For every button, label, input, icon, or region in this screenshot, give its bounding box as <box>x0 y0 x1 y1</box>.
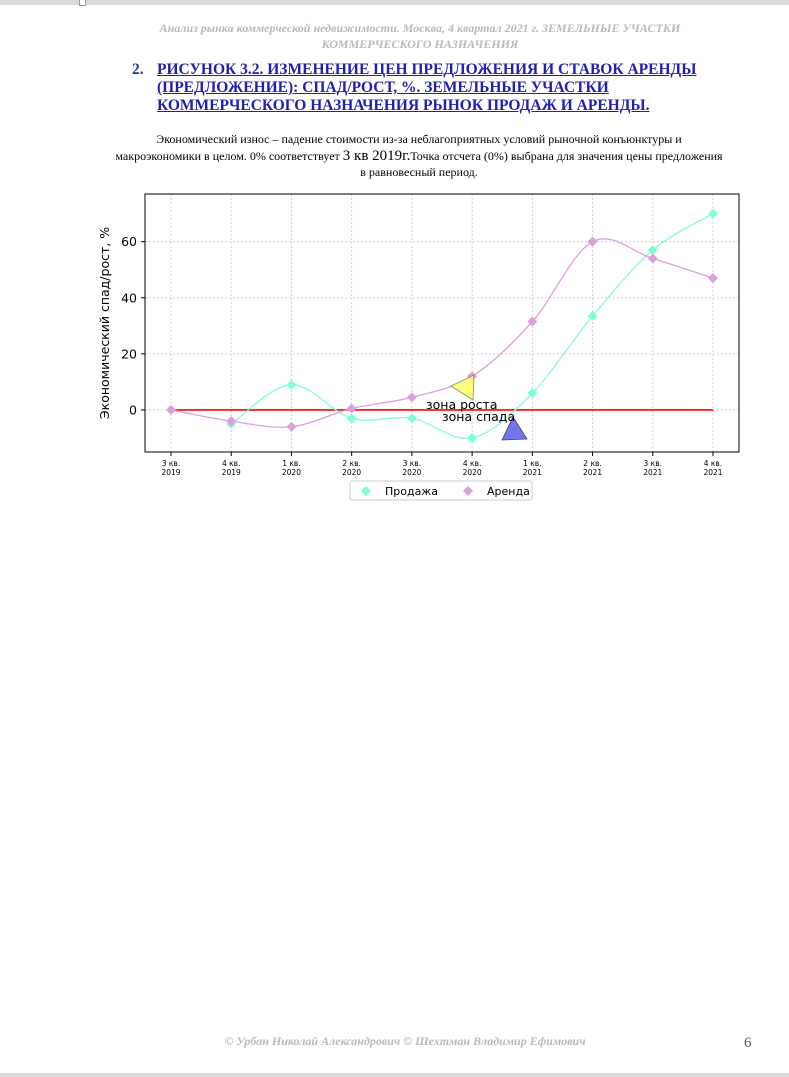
y-axis-label: Экономический спад/рост, % <box>97 227 112 419</box>
x-tick-label-year: 2021 <box>703 468 722 477</box>
ruler-marker <box>79 0 86 6</box>
running-header: Анализ рынка коммерческой недвижимости. … <box>110 20 730 52</box>
data-point-series-1 <box>647 245 658 256</box>
y-tick-label: 20 <box>121 346 137 361</box>
x-tick-label-quarter: 3 кв. <box>403 459 422 468</box>
data-point-series-1 <box>587 310 598 321</box>
data-point-series-1 <box>346 413 357 424</box>
x-tick-label-quarter: 2 кв. <box>342 459 361 468</box>
x-tick-label-year: 2020 <box>402 468 421 477</box>
data-point-series-2 <box>587 236 598 247</box>
data-point-series-1 <box>406 413 417 424</box>
x-tick-label-year: 2021 <box>583 468 602 477</box>
figure-heading-number: 2. <box>132 61 144 78</box>
x-tick-label-year: 2020 <box>282 468 301 477</box>
legend-label-2: Аренда <box>487 485 530 498</box>
description-part-1: Экономический износ – падение стоимости … <box>115 132 682 163</box>
running-header-line-1: Анализ рынка коммерческой недвижимости. … <box>159 21 681 35</box>
legend-marker-1 <box>361 486 371 496</box>
x-tick-label-quarter: 1 кв. <box>523 459 542 468</box>
description-reference-quarter: 3 кв 2019г. <box>342 147 411 164</box>
x-tick-label-year: 2021 <box>643 468 662 477</box>
figure-description: Экономический износ – падение стоимости … <box>113 131 725 181</box>
y-tick-label: 60 <box>121 234 137 249</box>
x-tick-label-quarter: 1 кв. <box>282 459 301 468</box>
data-point-series-1 <box>527 388 538 399</box>
decline-zone-label: зона спада <box>442 409 515 424</box>
data-point-series-2 <box>226 416 237 427</box>
figure-heading-link[interactable]: РИСУНОК 3.2. ИЗМЕНЕНИЕ ЦЕН ПРЕДЛОЖЕНИЯ И… <box>157 61 697 114</box>
x-tick-label-year: 2020 <box>463 468 482 477</box>
x-tick-label-quarter: 2 кв. <box>583 459 602 468</box>
x-tick-label-quarter: 4 кв. <box>463 459 482 468</box>
page-number: 6 <box>744 1035 752 1051</box>
data-point-series-2 <box>647 253 658 264</box>
legend-marker-2 <box>463 486 473 496</box>
data-point-series-2 <box>346 403 357 414</box>
data-point-series-1 <box>286 379 297 390</box>
running-header-line-2: КОММЕРЧЕСКОГО НАЗНАЧЕНИЯ <box>321 37 519 51</box>
x-tick-label-quarter: 4 кв. <box>704 459 723 468</box>
data-point-series-2 <box>286 421 297 432</box>
x-tick-label-quarter: 3 кв. <box>162 459 181 468</box>
page-top-edge <box>0 0 789 5</box>
description-part-3: Точка отсчета (0%) выбрана для значения … <box>360 148 723 180</box>
decline-zone-marker <box>501 416 528 441</box>
x-tick-label-quarter: 4 кв. <box>222 459 241 468</box>
data-point-series-2 <box>527 316 538 327</box>
x-tick-label-year: 2019 <box>161 468 180 477</box>
plot-frame <box>144 193 740 453</box>
data-point-series-2 <box>166 404 176 415</box>
x-tick-label-year: 2019 <box>222 468 241 477</box>
growth-zone-marker <box>450 374 475 401</box>
page-bottom-edge <box>0 1073 789 1077</box>
data-point-series-1 <box>467 432 478 443</box>
y-tick-label: 40 <box>121 290 137 305</box>
copyright-footer: © Урбан Николай Александрович © Шехтман … <box>224 1034 586 1048</box>
x-tick-label-year: 2020 <box>342 468 361 477</box>
data-point-series-2 <box>708 273 718 284</box>
y-tick-label: 0 <box>129 402 137 417</box>
legend-label-1: Продажа <box>385 485 438 498</box>
x-tick-label-year: 2021 <box>523 468 542 477</box>
x-tick-label-quarter: 3 кв. <box>644 459 663 468</box>
figure-heading: 2. РИСУНОК 3.2. ИЗМЕНЕНИЕ ЦЕН ПРЕДЛОЖЕНИ… <box>132 61 732 115</box>
growth-zone-label: зона роста <box>426 397 498 412</box>
data-point-series-2 <box>406 392 417 403</box>
legend-box <box>349 480 533 501</box>
data-point-series-1 <box>708 208 718 219</box>
